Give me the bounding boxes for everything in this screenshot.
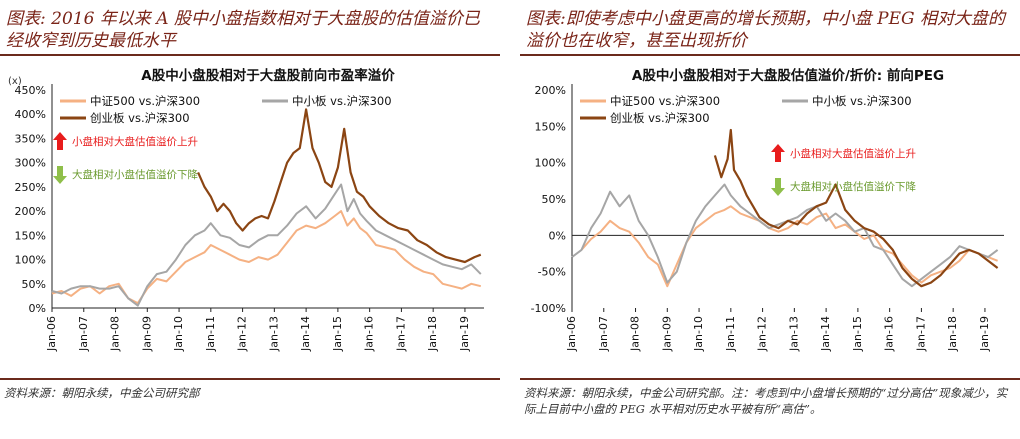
x-tick-label: Jan-15	[851, 316, 864, 352]
down-annotation: 大盘相对小盘估值溢价下降	[790, 180, 916, 193]
left-panel: 图表: 2016 年以来 A 股中小盘指数相对于大盘股的估值溢价已经收窄到历史最…	[0, 0, 500, 439]
x-tick-label: Jan-10	[172, 316, 185, 352]
right-figure-title: 图表:即使考虑中小盘更高的增长预期，中小盘 PEG 相对大盘的溢价也在收窄，甚至…	[526, 9, 1005, 51]
left-source-note: 资料来源：朝阳永续，中金公司研究部	[4, 386, 200, 400]
legend-label-zxb: 中小板 vs.沪深300	[292, 94, 392, 108]
y-tick-label: 0%	[29, 302, 46, 315]
y-tick-label: 450%	[15, 84, 46, 97]
x-tick-label: Jan-14	[819, 316, 832, 352]
series-line-zxb	[51, 183, 482, 307]
y-tick-label: -50%	[538, 266, 566, 279]
y-tick-label: 200%	[15, 205, 46, 218]
x-tick-label: Jan-19	[978, 316, 991, 352]
legend-label-cyb: 创业板 vs.沪深300	[90, 111, 190, 125]
down-arrow-icon	[53, 166, 67, 184]
x-tick-label: Jan-18	[426, 316, 439, 352]
chart-title: A股中小盘股相对于大盘股估值溢价/折价: 前向PEG	[632, 67, 944, 84]
right-footer-box: 资料来源：朝阳永续，中金公司研究部。注：考虑到中小盘增长预期的“过分高估”现象减…	[520, 378, 1020, 416]
x-tick-label: Jan-08	[109, 316, 122, 352]
y-tick-label: 400%	[15, 108, 46, 121]
x-tick-label: Jan-12	[756, 316, 769, 352]
left-figure-title: 图表: 2016 年以来 A 股中小盘指数相对于大盘股的估值溢价已经收窄到历史最…	[6, 9, 480, 51]
left-title-box: 图表: 2016 年以来 A 股中小盘指数相对于大盘股的估值溢价已经收窄到历史最…	[0, 2, 500, 56]
x-tick-label: Jan-06	[45, 316, 58, 352]
x-tick-label: Jan-07	[77, 316, 90, 352]
x-tick-label: Jan-07	[597, 316, 610, 352]
y-tick-label: 250%	[15, 181, 46, 194]
series-line-cyb	[197, 108, 482, 264]
x-tick-label: Jan-18	[946, 316, 959, 352]
right-chart: A股中小盘股相对于大盘股估值溢价/折价: 前向PEG -100% -50% 0% 50%…	[531, 67, 1004, 352]
y-tick-label: 100%	[535, 157, 566, 170]
y-tick-label: 150%	[15, 229, 46, 242]
series-line-zxb	[571, 183, 999, 288]
x-tick-label: Jan-06	[565, 316, 578, 352]
unit-label: (x)	[8, 76, 22, 87]
x-tick-label: Jan-08	[629, 316, 642, 352]
x-tick-label: Jan-17	[914, 316, 927, 352]
y-tick-label: -100%	[531, 302, 566, 315]
y-tick-label: 150%	[535, 120, 566, 133]
y-tick-label: 0%	[549, 229, 566, 242]
x-tick-label: Jan-16	[363, 316, 376, 352]
x-tick-label: Jan-12	[236, 316, 249, 352]
series-line-zz500	[580, 205, 998, 288]
y-tick-label: 50%	[22, 278, 46, 291]
legend-label-zxb: 中小板 vs.沪深300	[812, 94, 912, 108]
series-line-zz500	[51, 210, 482, 305]
right-panel: 图表:即使考虑中小盘更高的增长预期，中小盘 PEG 相对大盘的溢价也在收窄，甚至…	[520, 0, 1020, 439]
x-tick-label: Jan-17	[394, 316, 407, 352]
legend-label-zz500: 中证500 vs.沪深300	[610, 94, 720, 108]
legend-label-zz500: 中证500 vs.沪深300	[90, 94, 200, 108]
y-tick-label: 100%	[15, 254, 46, 267]
x-tick-label: Jan-13	[267, 316, 280, 352]
left-footer-box: 资料来源：朝阳永续，中金公司研究部	[0, 378, 500, 400]
x-tick-label: Jan-11	[724, 316, 737, 352]
y-tick-label: 350%	[15, 132, 46, 145]
left-chart: A股中小盘股相对于大盘股前向市盈率溢价 (x) 0% 50% 100% 150% 200% 2…	[8, 67, 484, 352]
x-tick-label: Jan-13	[787, 316, 800, 352]
x-tick-label: Jan-16	[883, 316, 896, 352]
up-arrow-icon	[771, 144, 785, 162]
y-tick-label: 200%	[535, 84, 566, 97]
up-annotation: 小盘相对大盘估值溢价上升	[72, 135, 198, 148]
down-arrow-icon	[771, 178, 785, 196]
x-tick-label: Jan-15	[331, 316, 344, 352]
right-source-note: 资料来源：朝阳永续，中金公司研究部。注：考虑到中小盘增长预期的“过分高估”现象减…	[524, 386, 1008, 416]
x-tick-label: Jan-14	[299, 316, 312, 352]
chart-title: A股中小盘股相对于大盘股前向市盈率溢价	[141, 67, 395, 84]
y-tick-label: 50%	[542, 193, 566, 206]
legend-label-cyb: 创业板 vs.沪深300	[610, 111, 710, 125]
up-arrow-icon	[53, 132, 67, 150]
up-annotation: 小盘相对大盘估值溢价上升	[790, 147, 916, 160]
x-tick-label: Jan-19	[458, 316, 471, 352]
x-tick-label: Jan-11	[204, 316, 217, 352]
series-line-cyb	[713, 128, 999, 288]
x-tick-label: Jan-09	[140, 316, 153, 352]
x-tick-label: Jan-09	[660, 316, 673, 352]
down-annotation: 大盘相对小盘估值溢价下降	[72, 168, 198, 181]
y-tick-label: 300%	[15, 157, 46, 170]
right-title-box: 图表:即使考虑中小盘更高的增长预期，中小盘 PEG 相对大盘的溢价也在收窄，甚至…	[520, 2, 1020, 56]
x-tick-label: Jan-10	[692, 316, 705, 352]
